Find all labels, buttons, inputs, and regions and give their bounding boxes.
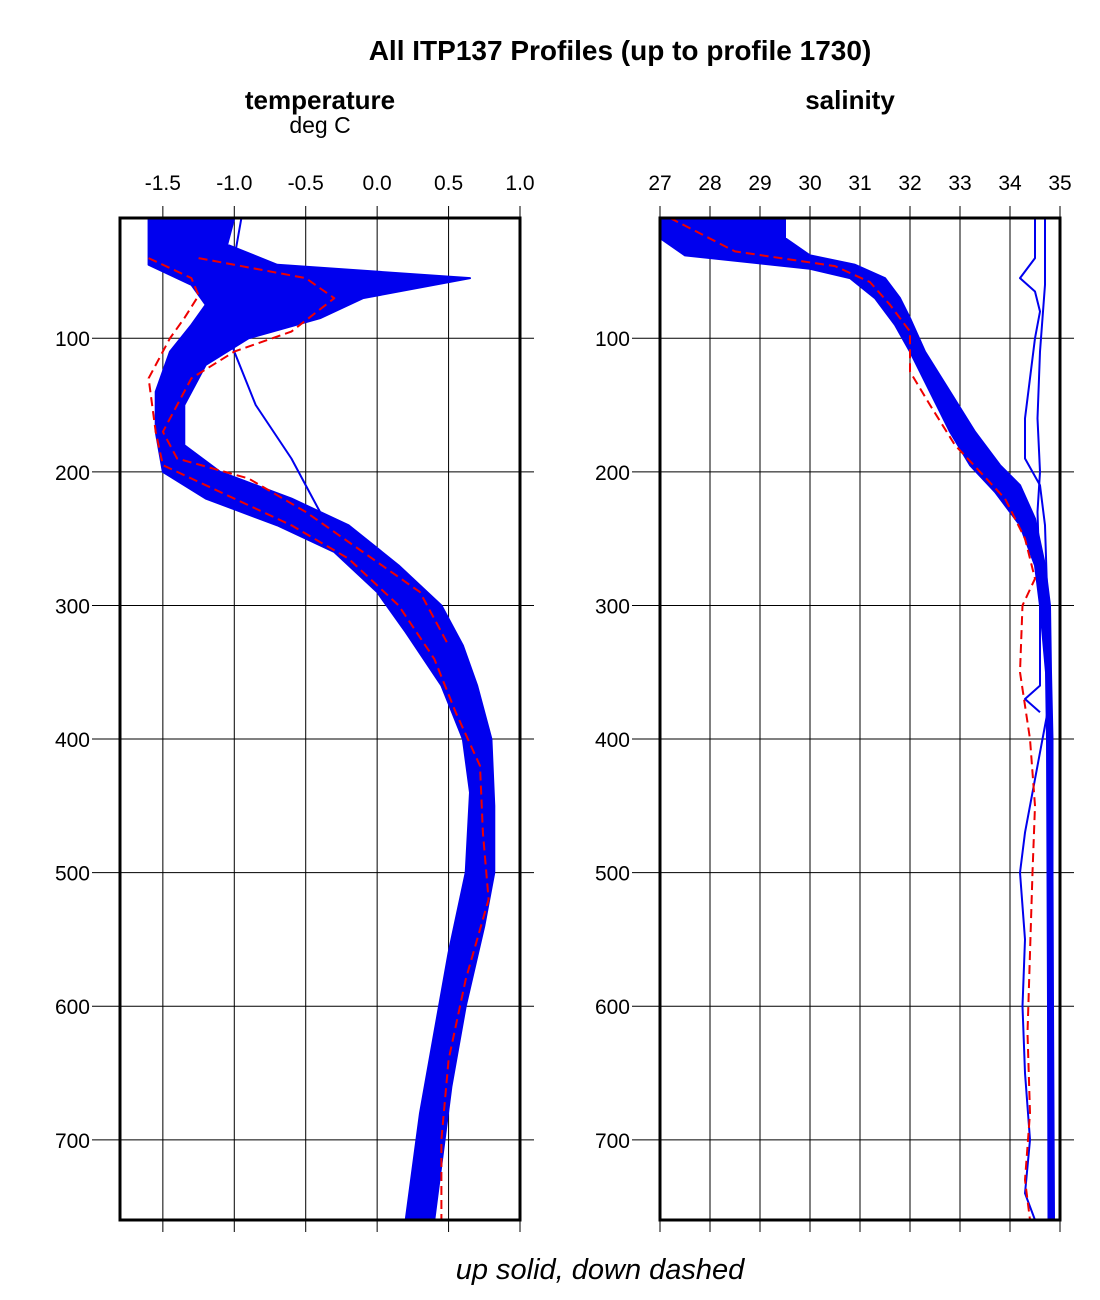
salinity-x-tick-label: 29	[748, 172, 771, 195]
salinity-y-tick-label: 100	[595, 328, 630, 351]
salinity-y-tick-label: 400	[595, 729, 630, 752]
temperature-units: deg C	[289, 112, 350, 138]
temperature-x-tick-label: -0.5	[288, 172, 324, 195]
temperature-up-profile-line	[219, 218, 450, 673]
temperature-y-tick-label: 700	[55, 1130, 90, 1153]
temperature-x-tick-label: -1.0	[216, 172, 252, 195]
salinity-plot-frame	[658, 216, 1062, 1222]
temperature-panel-title: temperature	[245, 85, 395, 115]
temperature-x-tick-label: 0.0	[363, 172, 392, 195]
temperature-y-tick-label: 400	[55, 729, 90, 752]
temperature-y-tick-label: 100	[55, 328, 90, 351]
salinity-y-tick-label: 300	[595, 595, 630, 618]
salinity-x-tick-label: 32	[898, 172, 921, 195]
temperature-down-profile-line	[161, 257, 450, 646]
salinity-panel: 27 28 29 30 31 32 33 34 35 100 200 300 400 500 600 700	[595, 172, 1074, 1232]
salinity-x-tick-label: 30	[798, 172, 821, 195]
salinity-panel-title: salinity	[805, 85, 895, 115]
temperature-x-tick-label: -1.5	[145, 172, 181, 195]
salinity-up-profile-line	[734, 218, 1054, 1220]
salinity-up-profile-line	[1019, 218, 1049, 606]
temperature-y-tick-label: 500	[55, 863, 90, 886]
salinity-y-tick-label: 500	[595, 863, 630, 886]
temperature-plot-frame	[118, 216, 522, 1222]
temperature-x-tick-label: 1.0	[505, 172, 534, 195]
temperature-y-tick-label: 200	[55, 462, 90, 485]
temperature-y-tick-label: 300	[55, 595, 90, 618]
salinity-x-tick-label: 35	[1048, 172, 1071, 195]
salinity-down-profile-line	[669, 218, 1036, 1220]
salinity-x-tick-label: 34	[998, 172, 1022, 195]
salinity-x-tick-label: 28	[698, 172, 721, 195]
y-axis-label: m	[0, 710, 5, 729]
salinity-y-tick-label: 200	[595, 462, 630, 485]
footer-caption: up solid, down dashed	[456, 1254, 745, 1286]
salinity-y-tick-label: 600	[595, 996, 630, 1019]
figure-title: All ITP137 Profiles (up to profile 1730)	[369, 35, 872, 66]
salinity-up-profile-band	[660, 218, 1055, 1220]
temperature-up-profile-line	[154, 218, 487, 1220]
salinity-x-tick-label: 31	[848, 172, 871, 195]
temperature-x-tick-label: 0.5	[434, 172, 463, 195]
temperature-y-tick-label: 600	[55, 996, 90, 1019]
salinity-y-tick-label: 700	[595, 1130, 630, 1153]
salinity-x-tick-label: 27	[648, 172, 671, 195]
salinity-up-profile-line	[1024, 218, 1046, 714]
temperature-panel: -1.5 -1.0 -0.5 0.0 0.5 1.0 100 200 300 400 500 600 7…	[55, 172, 535, 1232]
salinity-up-profile-line	[1019, 712, 1049, 1220]
temperature-down-profile-line	[147, 257, 490, 1220]
salinity-x-tick-label: 33	[948, 172, 971, 195]
